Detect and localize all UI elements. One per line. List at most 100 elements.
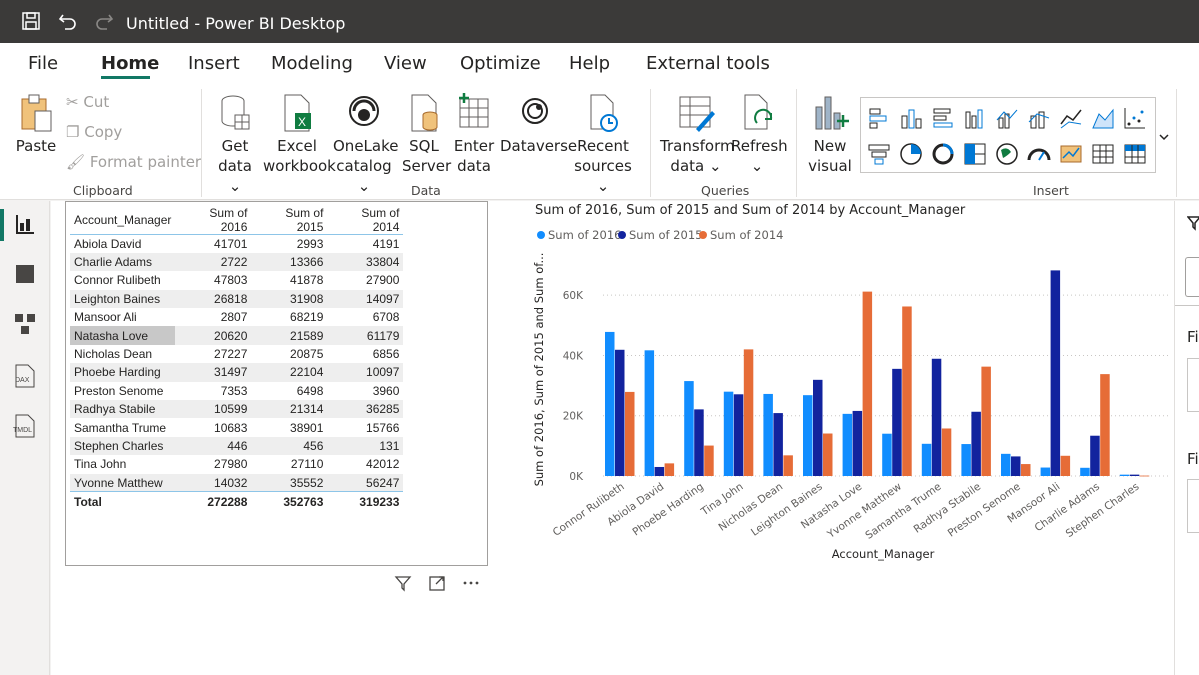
filter-pane-icon[interactable]: [1187, 215, 1199, 231]
table-row[interactable]: Nicholas Dean 27227 20875 6856: [70, 345, 403, 363]
tab-modeling[interactable]: Modeling: [271, 53, 353, 74]
clustered-column-chart[interactable]: Sum of 2016, Sum of 2015 and Sum of 2014…: [521, 201, 1171, 571]
table-visual-icon[interactable]: [1091, 142, 1115, 166]
gauge-icon[interactable]: [1027, 142, 1051, 166]
table-row[interactable]: Charlie Adams 2722 13366 33804: [70, 252, 404, 272]
table-row[interactable]: Mansoor Ali 2807 68219 6708: [70, 308, 403, 326]
value-cell[interactable]: 131: [327, 436, 404, 456]
cut-button[interactable]: ✂ Cut: [66, 93, 109, 111]
value-cell[interactable]: 2722: [175, 252, 252, 272]
value-cell[interactable]: 4191: [372, 236, 400, 251]
value-cell[interactable]: 14097: [327, 289, 404, 309]
model-view-icon[interactable]: [12, 311, 38, 337]
value-cell[interactable]: 10599: [175, 400, 252, 419]
format-painter-button[interactable]: 🖌 Format painter: [66, 153, 201, 171]
table-row[interactable]: Stephen Charles 446 456 131: [70, 436, 404, 456]
treemap-icon[interactable]: [963, 142, 987, 166]
report-view-icon[interactable]: [12, 211, 38, 237]
table-row[interactable]: Leighton Baines 26818 31908 14097: [70, 289, 404, 309]
value-cell[interactable]: 6498: [296, 383, 324, 398]
table-row[interactable]: Yvonne Matthew 14032 35552 56247: [70, 473, 404, 492]
report-canvas[interactable]: Account_Manager Sum of 2016 Sum of 2015 …: [51, 201, 1174, 675]
tab-home[interactable]: Home: [101, 53, 160, 74]
table-row[interactable]: Connor Rulibeth 47803 41878 27900: [70, 271, 403, 289]
row-label-cell[interactable]: Charlie Adams: [70, 252, 176, 272]
area-chart-icon[interactable]: [1091, 106, 1115, 130]
value-cell[interactable]: 456: [251, 436, 328, 456]
value-cell[interactable]: 2807: [220, 310, 248, 325]
copy-button[interactable]: ❐ Copy: [66, 123, 122, 141]
tmdl-view-icon[interactable]: TMDL: [12, 413, 38, 439]
row-label-cell[interactable]: Samantha Trume: [74, 420, 167, 435]
donut-chart-icon[interactable]: [931, 142, 955, 166]
focus-mode-icon[interactable]: [428, 574, 446, 592]
value-cell[interactable]: 27980: [214, 457, 248, 472]
value-cell[interactable]: 14032: [175, 473, 252, 492]
value-cell[interactable]: 36285: [327, 400, 404, 419]
redo-icon[interactable]: [93, 10, 115, 32]
value-cell[interactable]: 7353: [220, 383, 248, 398]
more-options-icon[interactable]: [461, 574, 481, 592]
value-cell[interactable]: 6856: [372, 347, 400, 362]
table-row[interactable]: Abiola David 41701 2993 4191: [70, 235, 403, 253]
row-label-cell[interactable]: Leighton Baines: [70, 289, 176, 309]
table-row[interactable]: Samantha Trume 10683 38901 15766: [70, 418, 403, 436]
value-cell[interactable]: 27227: [214, 347, 248, 362]
value-cell[interactable]: 26818: [175, 289, 252, 309]
dax-query-view-icon[interactable]: DAX: [12, 363, 38, 389]
chevron-down-icon[interactable]: [1158, 131, 1170, 143]
table-visual[interactable]: Account_Manager Sum of 2016 Sum of 2015 …: [65, 201, 488, 566]
tab-external-tools[interactable]: External tools: [646, 53, 770, 74]
value-cell[interactable]: 21589: [251, 326, 328, 345]
row-label-cell[interactable]: Preston Senome: [74, 383, 164, 398]
row-label-cell[interactable]: Connor Rulibeth: [74, 273, 161, 288]
column-header[interactable]: Sum of 2016: [175, 206, 252, 235]
line-stacked-column-icon[interactable]: [1027, 106, 1051, 130]
value-cell[interactable]: 13366: [251, 252, 328, 272]
row-label-cell[interactable]: Nicholas Dean: [74, 347, 153, 362]
column-header[interactable]: Sum of 2014: [327, 206, 404, 235]
value-cell[interactable]: 21314: [251, 400, 328, 419]
value-cell[interactable]: 3960: [372, 383, 400, 398]
row-label-cell[interactable]: Stephen Charles: [70, 436, 176, 456]
value-cell[interactable]: 35552: [251, 473, 328, 492]
table-view-icon[interactable]: [12, 261, 38, 287]
column-header[interactable]: Sum of 2015: [251, 206, 328, 235]
clustered-bar-icon[interactable]: [931, 106, 955, 130]
value-cell[interactable]: 22104: [251, 363, 328, 382]
tab-view[interactable]: View: [384, 53, 427, 74]
tab-file[interactable]: File: [28, 53, 59, 74]
funnel-icon[interactable]: [867, 142, 891, 166]
enter-data-button[interactable]: Enter data: [452, 93, 496, 176]
row-label-cell[interactable]: Tina John: [74, 457, 127, 472]
scatter-chart-icon[interactable]: [1123, 106, 1147, 130]
value-cell[interactable]: 10683: [214, 420, 248, 435]
value-cell[interactable]: 15766: [366, 420, 400, 435]
value-cell[interactable]: 38901: [290, 420, 324, 435]
row-label-cell[interactable]: Yvonne Matthew: [70, 473, 176, 492]
map-icon[interactable]: [995, 142, 1019, 166]
dataverse-button[interactable]: Dataverse: [500, 93, 577, 156]
value-cell[interactable]: 10097: [327, 363, 404, 382]
value-cell[interactable]: 446: [175, 436, 252, 456]
table-row[interactable]: Tina John 27980 27110 42012: [70, 455, 403, 473]
value-cell[interactable]: 20875: [290, 347, 324, 362]
save-icon[interactable]: [20, 10, 42, 32]
tab-insert[interactable]: Insert: [188, 53, 240, 74]
line-chart-icon[interactable]: [1059, 106, 1083, 130]
filter-icon[interactable]: [394, 574, 412, 592]
table-row[interactable]: Preston Senome 7353 6498 3960: [70, 382, 403, 400]
matrix-icon[interactable]: [1123, 142, 1147, 166]
excel-workbook-button[interactable]: X Excel workbook: [263, 93, 336, 176]
value-cell[interactable]: 31497: [175, 363, 252, 382]
value-cell[interactable]: 41878: [290, 273, 324, 288]
value-cell[interactable]: 6708: [372, 310, 400, 325]
clustered-column-icon[interactable]: [963, 106, 987, 130]
value-cell[interactable]: 31908: [251, 289, 328, 309]
tab-help[interactable]: Help: [569, 53, 611, 74]
tab-optimize[interactable]: Optimize: [460, 53, 541, 74]
kpi-icon[interactable]: [1059, 142, 1083, 166]
column-header[interactable]: Account_Manager: [70, 206, 176, 235]
refresh-button[interactable]: Refresh ⌄: [731, 93, 788, 176]
value-cell[interactable]: 27900: [366, 273, 400, 288]
